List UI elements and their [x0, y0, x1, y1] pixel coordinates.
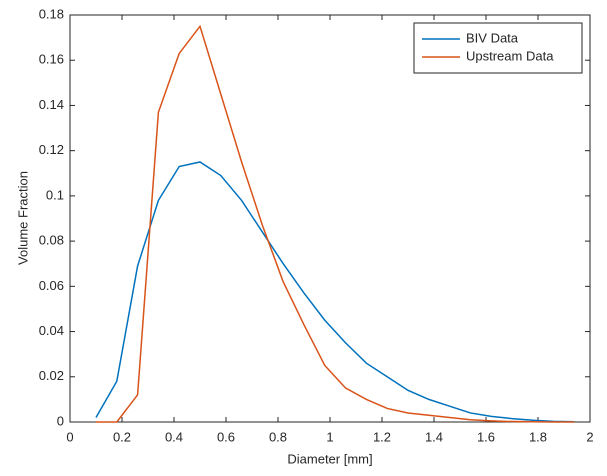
legend-label: BIV Data — [466, 30, 519, 45]
y-tick-label: 0.06 — [39, 278, 64, 293]
y-tick-label: 0.14 — [39, 97, 64, 112]
y-tick-label: 0.12 — [39, 142, 64, 157]
data-line — [95, 161, 575, 423]
data-line — [96, 24, 575, 423]
y-tick-label: 0.08 — [39, 233, 64, 248]
y-tick-label: 0.04 — [39, 323, 64, 338]
x-tick-label: 1.6 — [477, 429, 495, 444]
x-tick-label: 0.4 — [165, 429, 183, 444]
y-tick-label: 0.16 — [39, 52, 64, 67]
x-tick-label: 1.4 — [425, 429, 443, 444]
x-axis-label: Diameter [mm] — [287, 451, 372, 466]
legend-box — [413, 22, 583, 74]
y-tick-label: 0.02 — [39, 368, 64, 383]
plot-area — [69, 14, 591, 423]
y-axis-label: Volume Fraction — [15, 171, 30, 265]
legend-label: Upstream Data — [466, 48, 554, 63]
x-tick-label: 0.8 — [269, 429, 287, 444]
x-tick-label: 1 — [326, 429, 333, 444]
x-tick-label: 0 — [66, 429, 73, 444]
x-tick-label: 0.2 — [113, 429, 131, 444]
y-tick-label: 0 — [57, 413, 64, 428]
x-tick-label: 2 — [586, 429, 593, 444]
x-tick-label: 0.6 — [217, 429, 235, 444]
x-tick-label: 1.8 — [529, 429, 547, 444]
y-tick-label: 0.1 — [46, 187, 64, 202]
x-tick-label: 1.2 — [373, 429, 391, 444]
y-tick-label: 0.18 — [39, 6, 64, 21]
